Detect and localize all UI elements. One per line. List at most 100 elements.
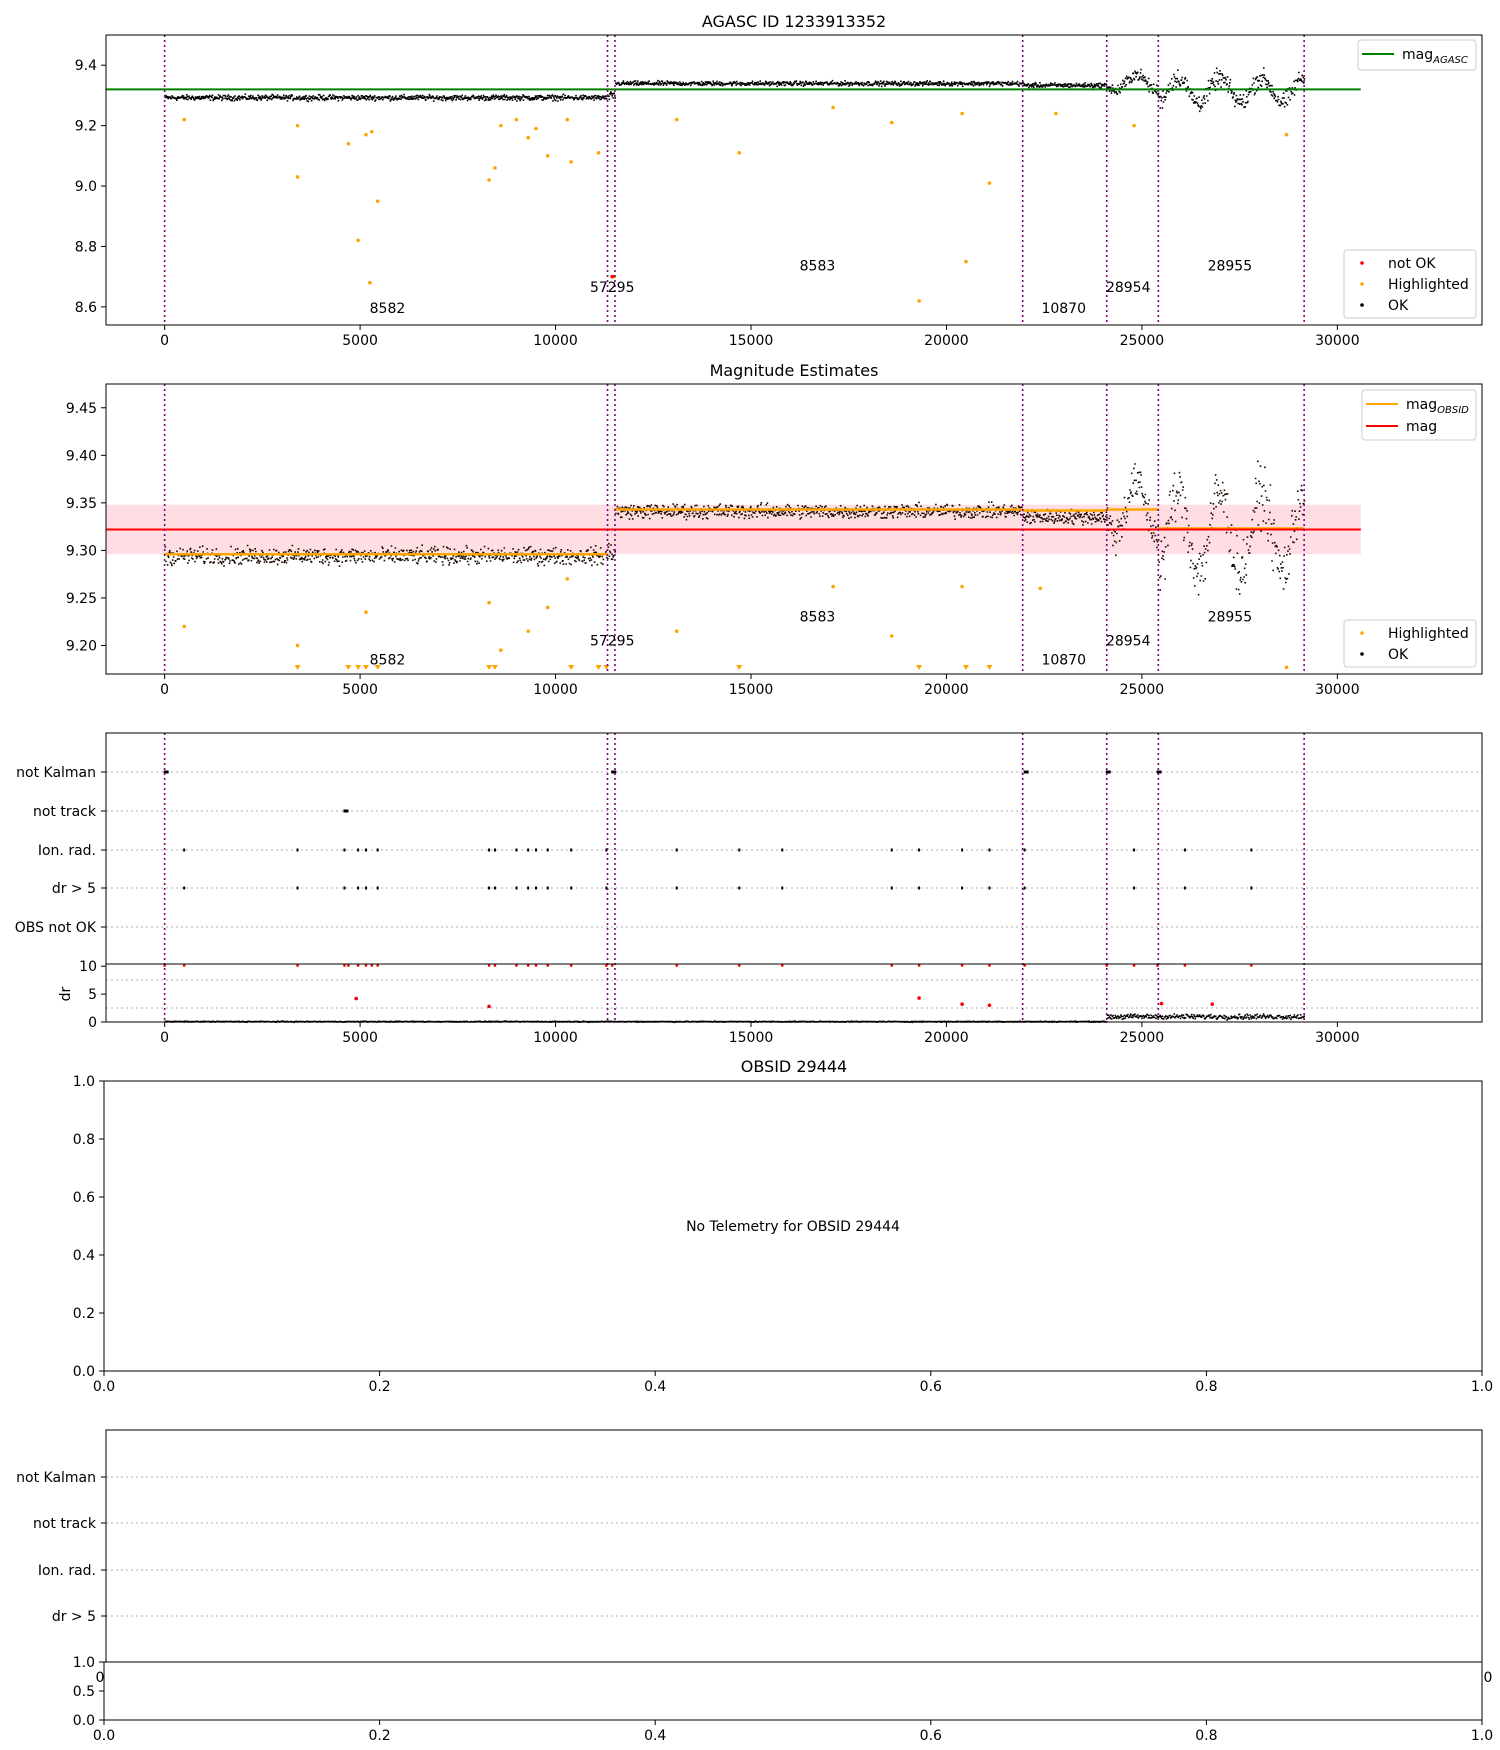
svg-text:OK: OK bbox=[1388, 298, 1409, 314]
dr-clipped-point bbox=[515, 963, 518, 967]
x-tick-label: 0.2 bbox=[368, 1379, 390, 1395]
dr-clipped-point bbox=[546, 963, 549, 967]
x-tick-label: 1.0 bbox=[1471, 1379, 1493, 1395]
y-tick-label: 0.2 bbox=[73, 1306, 95, 1322]
highlighted-point bbox=[526, 135, 530, 140]
dr-clipped-point bbox=[1105, 963, 1108, 967]
flag-mark bbox=[781, 886, 784, 890]
lower-limit-marker bbox=[491, 665, 498, 670]
flag-mark bbox=[357, 848, 360, 852]
ok-points bbox=[615, 79, 1024, 88]
panel1-legend-bottom: not OK Highlighted OK bbox=[1343, 249, 1477, 319]
flag-mark bbox=[890, 886, 893, 890]
flag-mark bbox=[918, 886, 921, 890]
flag-row-label: not Kalman bbox=[16, 765, 96, 781]
panel3-flags-frame bbox=[105, 732, 1483, 965]
dr-clipped-point bbox=[182, 963, 186, 967]
highlighted-point bbox=[364, 610, 368, 614]
dr-clipped-point bbox=[781, 963, 784, 967]
flag-mark bbox=[1250, 886, 1253, 890]
panel1-legend-top: magAGASC bbox=[1357, 39, 1477, 71]
ok-points bbox=[1022, 81, 1108, 89]
dr-clipped-point bbox=[569, 963, 573, 967]
dr-clipped-point bbox=[376, 963, 379, 967]
svg-text:magAGASC: magAGASC bbox=[1402, 47, 1468, 66]
ok-points bbox=[164, 93, 609, 103]
highlighted-point bbox=[1132, 123, 1136, 128]
dr-clipped-point bbox=[890, 963, 893, 967]
x-tick-label: 10000 bbox=[533, 333, 578, 349]
ok-points bbox=[607, 542, 616, 561]
obsid-label: 28954 bbox=[1106, 633, 1151, 649]
dr-clipped-point bbox=[364, 963, 368, 967]
highlighted-point bbox=[1054, 111, 1058, 116]
flag-mark bbox=[364, 848, 367, 852]
highlighted-point bbox=[960, 111, 964, 116]
dr-clipped-point bbox=[988, 963, 991, 967]
flag-mark bbox=[376, 886, 379, 890]
highlighted-point bbox=[346, 141, 351, 146]
svg-text:magOBSID: magOBSID bbox=[1406, 397, 1469, 416]
x-tick-label: 0 bbox=[160, 333, 169, 349]
highlighted-point bbox=[737, 151, 742, 155]
panel3-plot bbox=[106, 733, 1482, 1024]
highlighted-point bbox=[831, 584, 835, 589]
x-tick-label: 25000 bbox=[1120, 333, 1165, 349]
lower-limit-marker bbox=[603, 665, 610, 670]
highlighted-point bbox=[295, 643, 300, 648]
x-tick-label: 15000 bbox=[729, 333, 774, 349]
lower-limit-marker bbox=[486, 665, 493, 670]
panel1-title: AGASC ID 1233913352 bbox=[702, 12, 886, 31]
panel2-legend-bottom: Highlighted OK bbox=[1343, 619, 1477, 668]
dr-clipped-point bbox=[343, 963, 346, 967]
flag-mark bbox=[781, 848, 784, 852]
panel2-axes: 0 5000 10000 15000 20000 25000 30000 9.20 9.25 9.… bbox=[66, 401, 1360, 698]
flag-mark bbox=[675, 886, 678, 890]
x-tick-label: 1.0 bbox=[1471, 1728, 1493, 1744]
highlighted-point bbox=[368, 280, 372, 285]
flag-row-label: not track bbox=[33, 804, 97, 820]
dr-clipped-point bbox=[526, 963, 530, 967]
flag-mark bbox=[675, 848, 678, 852]
flag-mark bbox=[738, 886, 741, 890]
flag-mark bbox=[611, 770, 617, 774]
dr-clipped-point bbox=[296, 963, 299, 967]
x-tick-label: 0.4 bbox=[644, 1728, 666, 1744]
y-tick-label: 9.45 bbox=[66, 401, 97, 417]
y-tick-label: 10 bbox=[79, 959, 97, 975]
flag-mark bbox=[376, 848, 379, 852]
dr-clipped-point bbox=[605, 963, 608, 967]
highlighted-point bbox=[356, 238, 360, 243]
flag-mark bbox=[163, 770, 169, 774]
flag-mark bbox=[1023, 886, 1026, 890]
x-tick-label: 0.8 bbox=[1195, 1728, 1217, 1744]
x-tick-label: 15000 bbox=[729, 682, 774, 698]
dr-clipped-point bbox=[356, 963, 360, 967]
flag-row-label: not Kalman bbox=[16, 1470, 96, 1486]
dr-clipped-point bbox=[1023, 963, 1026, 967]
flag-mark bbox=[364, 886, 367, 890]
highlighted-point bbox=[964, 259, 968, 264]
flag-mark bbox=[570, 848, 573, 852]
x-tick-label: 0 bbox=[160, 682, 169, 698]
lower-limit-marker bbox=[362, 665, 369, 670]
flag-mark bbox=[515, 886, 518, 890]
panel4-title: OBSID 29444 bbox=[741, 1057, 847, 1076]
highlighted-point bbox=[499, 123, 503, 128]
lower-limit-marker bbox=[374, 665, 381, 670]
highlighted-point bbox=[487, 600, 491, 605]
flag-mark bbox=[515, 848, 518, 852]
highlighted-point bbox=[674, 629, 679, 634]
dr-clipped-point bbox=[534, 963, 538, 967]
flag-mark bbox=[961, 848, 964, 852]
flag-mark bbox=[546, 848, 549, 852]
panel4-message: No Telemetry for OBSID 29444 bbox=[686, 1219, 900, 1235]
ok-points bbox=[164, 544, 609, 567]
svg-text:Highlighted: Highlighted bbox=[1388, 277, 1469, 293]
dr-clipped-point bbox=[960, 963, 964, 967]
highlighted-point bbox=[493, 166, 497, 170]
flag-mark bbox=[1183, 886, 1186, 890]
highlighted-point bbox=[545, 605, 550, 610]
panel3-dr-frame bbox=[105, 963, 1483, 1023]
